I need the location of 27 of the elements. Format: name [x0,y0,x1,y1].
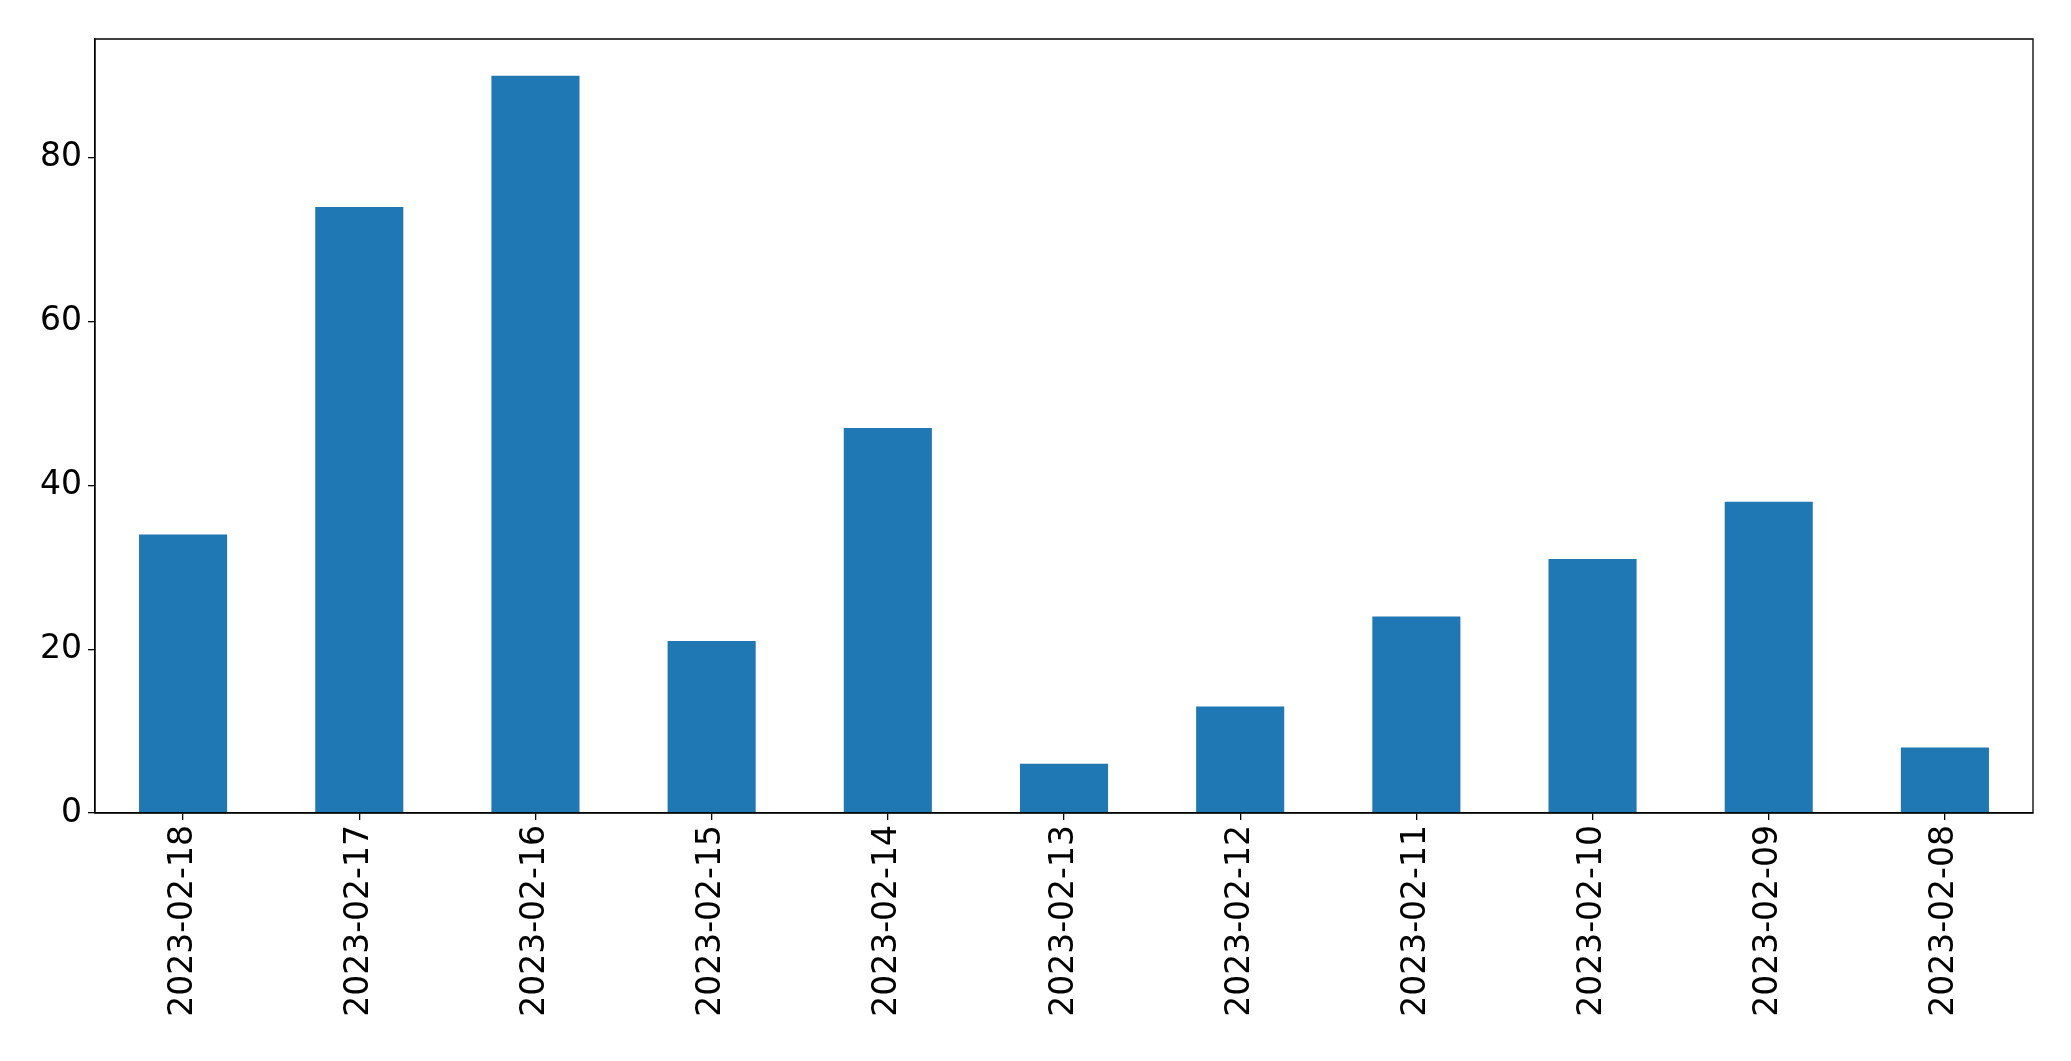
bar [1548,559,1637,813]
x-tick-label: 2023-02-14 [865,825,905,1017]
x-tick-label: 2023-02-18 [160,825,200,1017]
bar [1372,616,1461,813]
bar [1900,747,1989,813]
bar [1019,763,1109,813]
y-tick-label: 60 [40,299,82,339]
bar [843,428,932,813]
bar [1724,501,1813,813]
bar [139,534,228,813]
x-tick-label: 2023-02-11 [1393,825,1433,1017]
x-tick-label: 2023-02-10 [1570,825,1610,1017]
y-tick-label: 40 [40,462,82,502]
x-tick-label: 2023-02-12 [1217,825,1257,1017]
x-tick-label: 2023-02-13 [1041,825,1081,1017]
bar [1196,706,1285,813]
y-tick-label: 0 [61,790,82,830]
bar [667,641,756,813]
x-tick-label: 2023-02-17 [336,825,376,1017]
x-tick-label: 2023-02-15 [689,825,729,1017]
y-tick-label: 20 [40,626,82,666]
y-tick-label: 80 [40,135,82,175]
x-tick-label: 2023-02-16 [513,825,553,1017]
x-tick-label: 2023-02-09 [1746,825,1786,1017]
bar [315,206,404,813]
bar [491,75,580,813]
x-tick-label: 2023-02-08 [1922,825,1962,1017]
